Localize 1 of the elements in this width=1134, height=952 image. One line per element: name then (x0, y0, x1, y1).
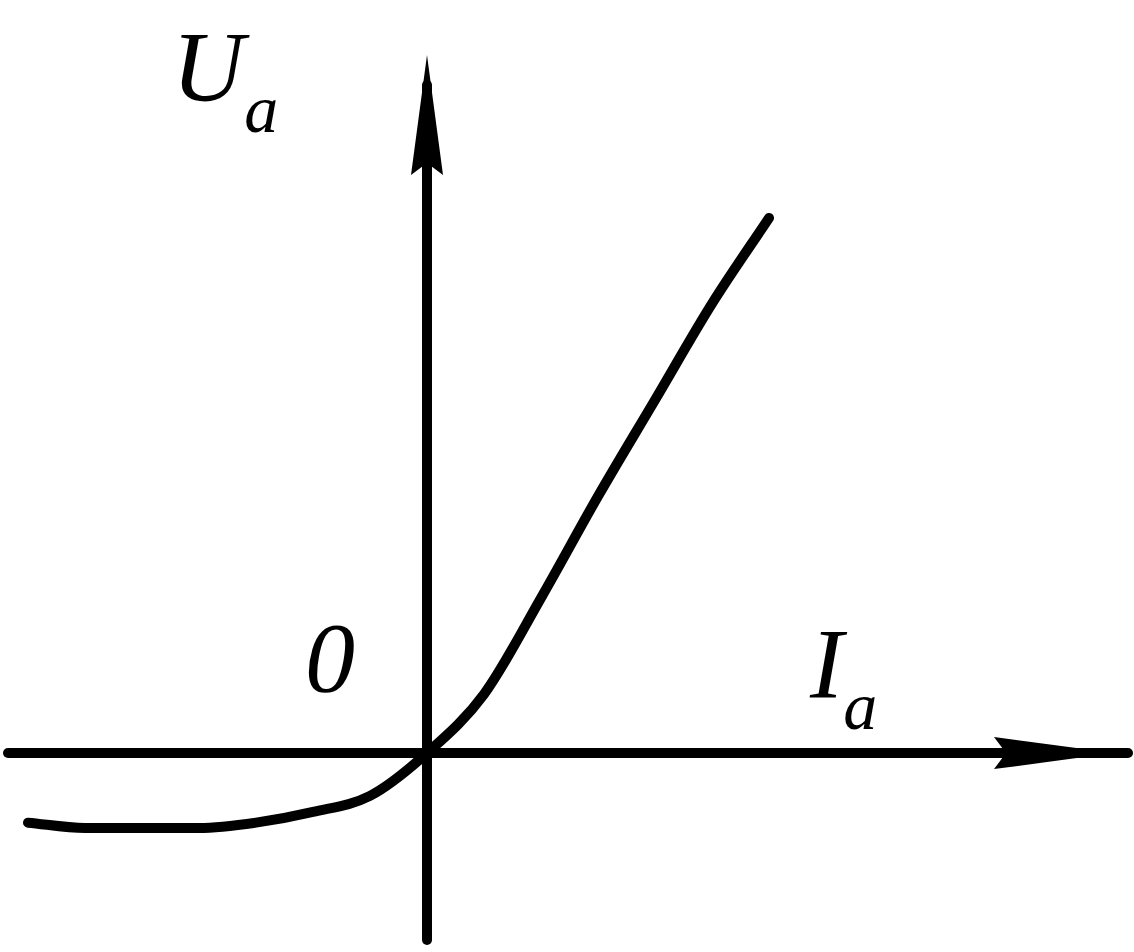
annotation: 0 (305, 602, 355, 714)
